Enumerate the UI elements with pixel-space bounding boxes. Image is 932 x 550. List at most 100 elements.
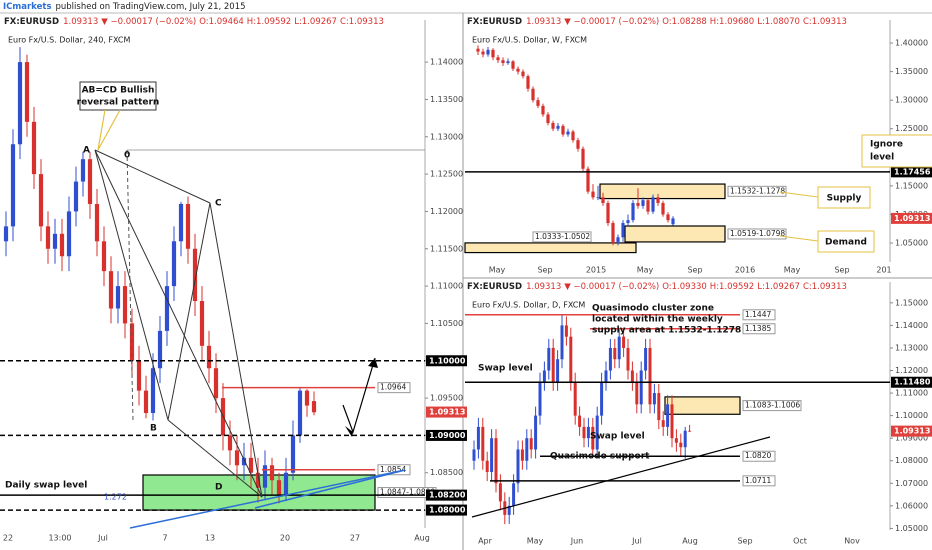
candle-body [87,159,93,204]
y-tick-label: 1.12000 [430,207,463,216]
candle-body [529,438,533,450]
candle-body [671,218,675,225]
chart-title: Euro Fx/U.S. Dollar, D, FXCM [472,301,585,310]
annotation: level [870,153,894,163]
pattern-line [94,149,263,498]
candle-body [59,233,65,257]
y-tick-label: 1.08000 [895,456,928,465]
candle-body [486,49,490,55]
candle-body [192,248,198,302]
candle-body [617,336,621,360]
level-label-box [742,323,776,335]
candle-body [561,125,565,135]
y-tick-label: 1.06000 [895,501,928,510]
axis-label: 1.17456 [894,167,931,176]
zone-label-box [727,228,787,240]
callout-pointer [779,235,819,242]
candle-body [569,336,573,382]
y-tick-label: 1.14000 [430,58,463,67]
x-tick-label: May [637,266,654,275]
candle-body [661,420,665,427]
y-tick-label: 1.15000 [895,298,928,307]
candle-body [674,438,678,443]
header: FX:EURUSD 1.09313 ▼ −0.00017 (−0.02%) O:1.0… [467,17,847,27]
y-tick-label: 1.12000 [895,366,928,375]
level-label: 1.0854 [380,465,406,474]
annotation: Quasimodo cluster zone [592,304,714,314]
candle-body [290,435,296,473]
zone-label-box [727,185,787,197]
candle-body [213,368,219,399]
zone-label: 1.0847-1.0800 [380,488,435,497]
last: 1.09313 [526,282,561,292]
x-tick-label: Sep [834,266,849,275]
candle-body [24,62,30,122]
candle-body [491,49,495,58]
candle-body [670,404,674,439]
level-label-box [742,475,776,487]
y-tick-label: 1.05000 [895,239,928,248]
close: C:1.09313 [803,17,847,27]
candle-body [248,457,254,473]
y-tick-label: 1.13000 [430,132,463,141]
candle-body [80,159,86,182]
candle-body [531,88,535,101]
candle-body [666,404,670,427]
candle-body [613,347,617,360]
symbol: FX:EURUSD [4,17,59,27]
candle-body [581,148,585,169]
candle-body [631,203,635,221]
candle-body [679,442,683,448]
x-tick-label: Jun [570,537,584,546]
price-label: 1.09313 [429,408,465,417]
y-tick-label: 1.08500 [430,468,463,477]
symbol: FX:EURUSD [467,17,522,27]
y-tick-label: 1.25000 [895,124,928,133]
level-label: 1.1385 [745,324,771,333]
close: C:1.09313 [340,17,384,27]
symbol: FX:EURUSD [467,282,522,292]
arrow-head [368,358,378,368]
zone-label: 1.0519-1.0798 [730,229,785,238]
candle-body [666,214,670,221]
candle-body [52,233,58,249]
y-tick-label: 1.12500 [430,170,463,179]
candle-body [582,426,586,439]
candle-body [485,460,489,473]
zone-label: 1.1532-1.1278 [730,186,785,195]
trendline [471,436,771,518]
candle-body [185,203,191,249]
change: ▼ −0.00017 (−0.02%) [564,17,659,27]
callout-pointer [779,191,819,198]
candle-body [626,220,630,224]
point-label: 0 [124,151,130,161]
point-label: A [83,146,90,156]
candle-body [651,197,655,212]
zone-label: 1.1083-1.1006 [745,401,800,410]
candle-body [576,140,580,149]
high: H:1.09592 [247,17,291,27]
candle-body [611,223,615,244]
x-tick-label: 2015 [586,266,606,275]
change: ▼ −0.00017 (−0.02%) [564,282,659,292]
candle-body [648,347,652,405]
pattern-line [126,149,134,421]
chart-layer: 1.14000 1.13500 1.13000 1.12500 1.12000 1.115… [0,20,932,546]
candle-body [604,370,608,382]
y-tick-label: 1.35000 [895,67,928,76]
axis-label: 1.08200 [429,491,466,500]
level-label: 1.0964 [380,383,406,392]
candle-body [311,401,317,413]
candle-body [129,323,135,361]
publisher: ICmarkets published on TradingView.com, J… [3,2,246,12]
axis-label: 1.10000 [429,356,466,365]
annotation: located within the weekly [592,315,723,325]
candle-body [578,415,582,427]
header: FX:EURUSD 1.09313 ▼ −0.00017 (−0.02%) O:1.0… [4,17,384,27]
last: 1.09313 [63,17,98,27]
x-tick-label: May [527,537,544,546]
candle-body [536,100,540,106]
y-tick-label: 1.07000 [895,479,928,488]
annotation: AB=CD Bullish [82,86,155,96]
axis-label-box [891,166,932,178]
